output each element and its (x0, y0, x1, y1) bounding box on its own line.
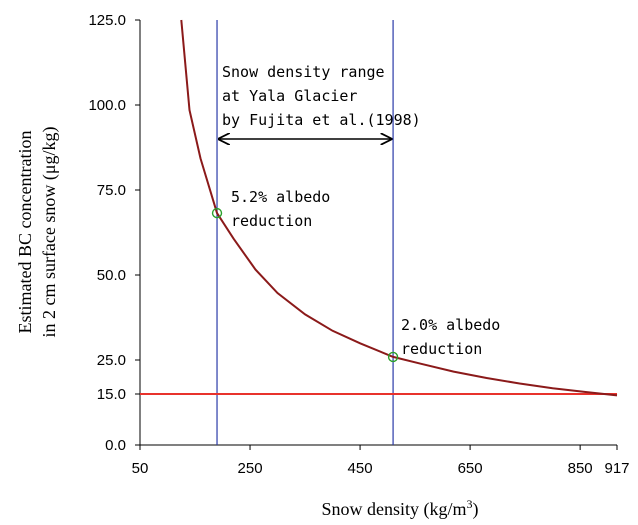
y-tick-label: 0.0 (105, 437, 126, 454)
y-axis-title-line1: Estimated BC concentration (15, 131, 35, 334)
y-ticks: 0.0 15.0 25.0 50.0 75.0 100.0 125.0 (88, 12, 140, 454)
x-tick-label: 450 (348, 460, 373, 477)
x-ticks: 50 250 450 650 850 917 (132, 445, 630, 477)
y-tick-label: 100.0 (88, 97, 126, 114)
y-tick-label: 50.0 (97, 267, 126, 284)
point-5-2-albedo (211, 207, 223, 219)
annotation-high-point-line2: reduction (401, 340, 482, 358)
annotation-low-point-line1: 5.2% albedo (231, 188, 330, 206)
x-axis-title-superscript: 3 (467, 497, 473, 511)
x-tick-label: 250 (238, 460, 263, 477)
bc-concentration-curve (180, 19, 618, 397)
x-tick-label: 50 (132, 460, 149, 477)
y-tick-label: 75.0 (97, 182, 126, 199)
x-axis-title-main: Snow density (kg/m (321, 499, 466, 520)
x-tick-label: 650 (458, 460, 483, 477)
annotation-density-range-line2: at Yala Glacier (222, 87, 357, 105)
y-tick-label: 25.0 (97, 352, 126, 369)
annotation-density-range-line1: Snow density range (222, 63, 385, 81)
annotation-density-range-line3: by Fujita et al.(1998) (222, 111, 421, 129)
annotation-high-point-line1: 2.0% albedo (401, 316, 500, 334)
x-axis-title-close: ) (473, 499, 479, 520)
y-tick-label: 125.0 (88, 12, 126, 29)
point-2-0-albedo (387, 351, 399, 363)
x-tick-label: 850 (568, 460, 593, 477)
y-tick-label: 15.0 (97, 386, 126, 403)
x-tick-label: 917 (604, 460, 629, 477)
annotation-low-point-line2: reduction (231, 212, 312, 230)
y-axis-title-line2: in 2 cm surface snow (μg/kg) (39, 126, 60, 337)
x-axis-title: Snow density (kg/m3) (321, 497, 478, 520)
